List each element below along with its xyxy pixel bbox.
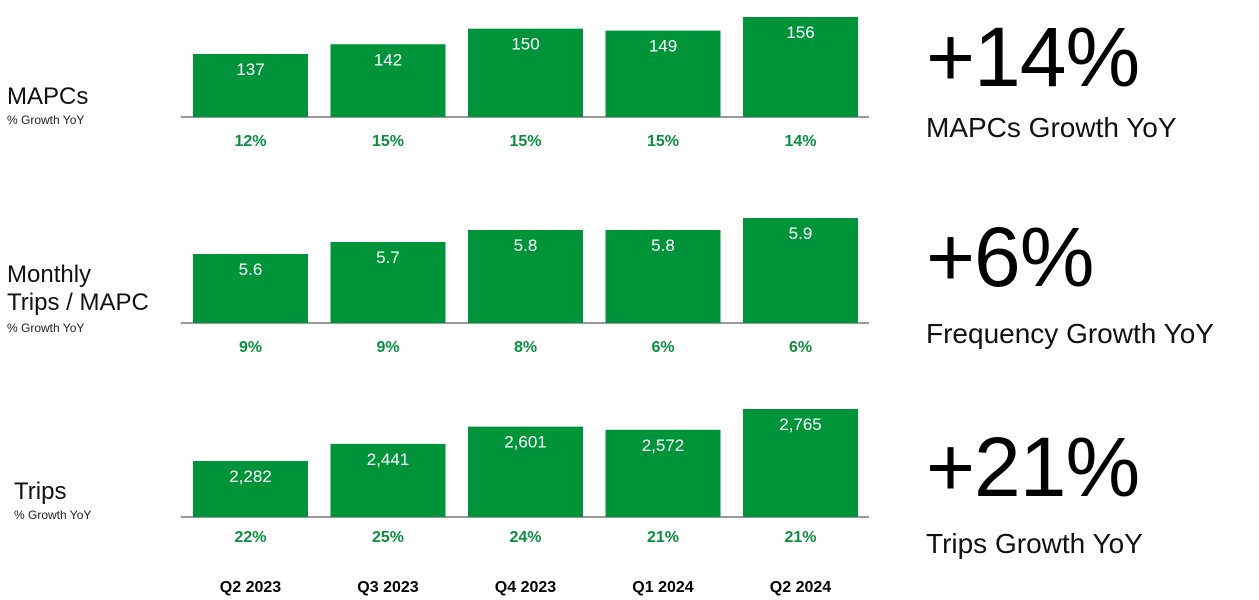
trips-chart-svg: 2,282 22% Q2 2023 2,441 25% Q3 2023 2,601 24% Q4… [181,409,869,596]
growth-label: 6% [789,339,812,356]
bar-value-label: 2,282 [229,467,272,486]
growth-label: 14% [784,133,816,150]
callout-label: MAPCs Growth YoY [926,112,1177,143]
bar-value-label: 137 [236,60,264,79]
growth-label: 25% [372,529,404,546]
bar-value-label: 5.8 [651,236,675,255]
callout-trips-growth: +21% Trips Growth YoY [926,422,1143,560]
bar [605,230,721,323]
bar-value-label: 150 [511,35,539,54]
bar [743,218,858,323]
quarter-tick-label: Q2 2024 [770,579,831,596]
row-title-line: Trips / MAPC [7,289,149,316]
growth-label: 8% [514,339,537,356]
growth-label: 22% [234,529,266,546]
bar-value-label: 2,765 [779,415,822,434]
row-title: Monthly Trips / MAPC [7,261,149,317]
bar-value-label: 156 [786,23,814,42]
bar [743,409,858,517]
callout-frequency-growth: +6% Frequency Growth YoY [926,212,1214,350]
row-label-trips-per-mapc: Monthly Trips / MAPC % Growth YoY [7,261,149,335]
bar [193,461,308,517]
growth-label: 15% [372,133,404,150]
growth-label: 24% [509,529,541,546]
bar-value-label: 5.9 [789,224,813,243]
callout-value: +14% [926,10,1140,104]
bar [468,230,583,323]
quarter-tick-label: Q3 2023 [357,579,418,596]
bar-value-label: 142 [374,50,402,69]
bar [605,30,721,118]
row-title: MAPCs [7,83,88,111]
callout-value: +21% [926,420,1140,514]
mapcs-bar-chart: 137 12% 142 15% 150 15% 149 15% 156 14% [181,0,871,160]
bar-value-label: 2,441 [367,450,410,469]
mapcs-chart-svg: 137 12% 142 15% 150 15% 149 15% 156 14% [181,17,869,150]
bar-value-label: 5.8 [514,236,538,255]
row-subtitle: % Growth YoY [14,508,92,522]
growth-label: 12% [234,133,266,150]
growth-label: 15% [647,133,679,150]
row-label-trips: Trips % Growth YoY [14,478,91,522]
quarter-tick-label: Q4 2023 [495,579,556,596]
growth-label: 21% [784,529,816,546]
row-title: Trips [14,478,91,506]
row-title-line: Trips [14,478,67,505]
growth-label: 9% [239,339,262,356]
row-subtitle: % Growth YoY [7,113,85,127]
growth-label: 6% [651,339,674,356]
bar [330,443,446,517]
growth-label: 21% [647,529,679,546]
row-label-mapcs: MAPCs % Growth YoY [7,83,88,127]
bar [743,17,858,117]
callout-label: Trips Growth YoY [926,528,1143,559]
bar [468,426,583,517]
growth-label: 15% [509,133,541,150]
bar-value-label: 2,572 [642,436,685,455]
callout-label: Frequency Growth YoY [926,318,1214,349]
bar-value-label: 5.7 [376,248,400,267]
bar-value-label: 2,601 [504,433,547,452]
trips-per-mapc-bar-chart: 5.6 9% 5.7 9% 5.8 8% 5.8 6% 5.9 6% [181,205,871,365]
trips-per-mapc-chart-svg: 5.6 9% 5.7 9% 5.8 8% 5.8 6% 5.9 6% [181,218,869,356]
row-title-line: Monthly [7,261,92,288]
row-subtitle: % Growth YoY [7,321,85,335]
bar [193,54,308,117]
callout-value: +6% [926,210,1094,304]
bar [193,254,308,323]
quarter-tick-label: Q2 2023 [220,579,281,596]
bar-value-label: 5.6 [239,260,263,279]
bar [605,429,721,517]
bar-value-label: 149 [649,37,677,56]
quarter-tick-label: Q1 2024 [632,579,693,596]
callout-mapcs-growth: +14% MAPCs Growth YoY [926,12,1177,144]
row-title-line: MAPCs [7,83,89,110]
growth-label: 9% [376,339,399,356]
bar [330,44,446,118]
trips-bar-chart: 2,282 22% Q2 2023 2,441 25% Q3 2023 2,601 24% Q4… [181,395,871,600]
bar [468,28,583,117]
bar [330,242,446,323]
